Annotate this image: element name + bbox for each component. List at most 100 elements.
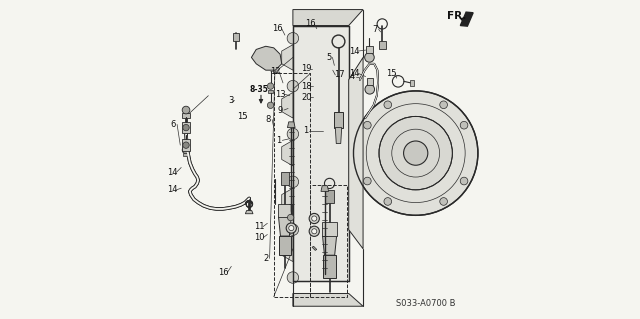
Polygon shape bbox=[281, 172, 289, 185]
Polygon shape bbox=[294, 116, 347, 131]
Circle shape bbox=[384, 101, 392, 108]
Text: 5: 5 bbox=[326, 53, 332, 62]
Circle shape bbox=[365, 53, 374, 62]
Circle shape bbox=[379, 116, 452, 190]
Circle shape bbox=[286, 223, 296, 233]
Text: 7: 7 bbox=[372, 25, 378, 34]
Circle shape bbox=[312, 216, 317, 221]
Circle shape bbox=[287, 224, 299, 235]
Circle shape bbox=[268, 102, 274, 108]
Text: 8-35: 8-35 bbox=[250, 85, 269, 94]
Polygon shape bbox=[323, 255, 336, 278]
Circle shape bbox=[364, 121, 371, 129]
Bar bbox=[310, 185, 347, 297]
Polygon shape bbox=[282, 188, 293, 214]
Polygon shape bbox=[245, 211, 253, 214]
Polygon shape bbox=[282, 93, 293, 118]
Polygon shape bbox=[379, 41, 386, 49]
Text: 12: 12 bbox=[270, 67, 280, 76]
Text: 1: 1 bbox=[276, 136, 281, 145]
Polygon shape bbox=[460, 12, 473, 26]
Polygon shape bbox=[278, 204, 292, 217]
Circle shape bbox=[440, 198, 447, 205]
Text: 10: 10 bbox=[254, 233, 265, 242]
Polygon shape bbox=[182, 139, 190, 151]
Circle shape bbox=[287, 128, 299, 140]
Polygon shape bbox=[293, 26, 349, 281]
Circle shape bbox=[268, 83, 274, 89]
Polygon shape bbox=[334, 112, 342, 128]
Circle shape bbox=[353, 91, 478, 215]
Polygon shape bbox=[294, 99, 347, 113]
Text: 14: 14 bbox=[349, 69, 360, 78]
Polygon shape bbox=[282, 140, 293, 166]
Polygon shape bbox=[293, 10, 363, 26]
Polygon shape bbox=[312, 246, 317, 250]
Polygon shape bbox=[293, 293, 363, 306]
Polygon shape bbox=[294, 29, 347, 43]
Text: 20: 20 bbox=[301, 93, 312, 102]
Circle shape bbox=[182, 146, 190, 154]
Polygon shape bbox=[287, 122, 295, 128]
Text: 16: 16 bbox=[218, 268, 228, 277]
Text: 14: 14 bbox=[349, 47, 360, 56]
Polygon shape bbox=[182, 122, 190, 133]
Text: 13: 13 bbox=[275, 90, 285, 99]
Polygon shape bbox=[294, 46, 347, 61]
Text: 14: 14 bbox=[168, 168, 178, 177]
Polygon shape bbox=[366, 46, 372, 53]
Text: FR.: FR. bbox=[447, 11, 467, 21]
Circle shape bbox=[312, 229, 317, 234]
Text: 11: 11 bbox=[254, 222, 265, 231]
Circle shape bbox=[287, 33, 299, 44]
Circle shape bbox=[460, 177, 468, 185]
Circle shape bbox=[384, 198, 392, 205]
Circle shape bbox=[460, 121, 468, 129]
Text: S033-A0700 B: S033-A0700 B bbox=[396, 299, 455, 308]
Circle shape bbox=[287, 176, 299, 188]
Polygon shape bbox=[294, 64, 347, 78]
Polygon shape bbox=[294, 81, 347, 96]
Polygon shape bbox=[294, 257, 347, 271]
Text: 16: 16 bbox=[305, 19, 316, 28]
Polygon shape bbox=[182, 113, 190, 118]
Circle shape bbox=[309, 226, 319, 236]
Circle shape bbox=[287, 80, 299, 92]
Text: 6: 6 bbox=[171, 120, 176, 129]
Polygon shape bbox=[279, 236, 291, 255]
Circle shape bbox=[309, 213, 319, 224]
Polygon shape bbox=[321, 186, 328, 191]
Polygon shape bbox=[294, 204, 347, 219]
Text: 4: 4 bbox=[350, 72, 355, 81]
Text: 19: 19 bbox=[301, 64, 312, 73]
Circle shape bbox=[287, 272, 299, 283]
Text: 14: 14 bbox=[168, 185, 178, 194]
Polygon shape bbox=[410, 80, 414, 86]
Polygon shape bbox=[349, 57, 363, 249]
Polygon shape bbox=[294, 187, 347, 201]
Text: 1: 1 bbox=[303, 126, 308, 135]
Polygon shape bbox=[183, 153, 189, 156]
Bar bbox=[274, 73, 310, 297]
Polygon shape bbox=[325, 190, 333, 203]
Text: 2: 2 bbox=[263, 254, 268, 263]
Text: 15: 15 bbox=[237, 112, 248, 121]
Text: 16: 16 bbox=[273, 24, 284, 33]
Polygon shape bbox=[367, 78, 373, 85]
Polygon shape bbox=[294, 222, 347, 236]
Polygon shape bbox=[323, 236, 337, 255]
Circle shape bbox=[365, 85, 374, 94]
Circle shape bbox=[182, 106, 190, 114]
Text: 3: 3 bbox=[228, 96, 234, 105]
Polygon shape bbox=[322, 222, 337, 236]
Text: 18: 18 bbox=[301, 82, 312, 91]
Polygon shape bbox=[294, 239, 347, 254]
Circle shape bbox=[404, 141, 428, 165]
Polygon shape bbox=[282, 236, 293, 262]
Polygon shape bbox=[232, 33, 239, 41]
Circle shape bbox=[364, 177, 371, 185]
Polygon shape bbox=[278, 217, 291, 236]
Circle shape bbox=[287, 214, 294, 221]
Polygon shape bbox=[268, 90, 273, 93]
Polygon shape bbox=[252, 46, 282, 70]
